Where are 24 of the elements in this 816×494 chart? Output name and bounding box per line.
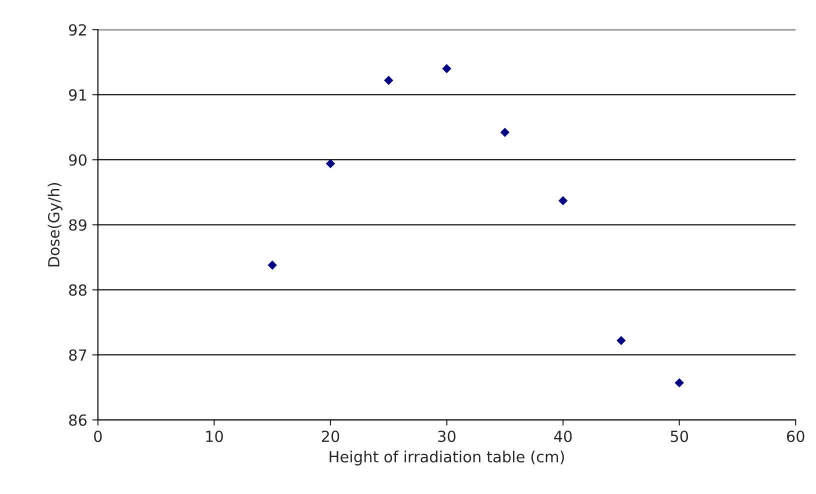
point <box>616 336 626 346</box>
point <box>558 196 568 206</box>
y-tick-label: 90 <box>69 154 86 166</box>
x-tick-label: 10 <box>206 430 223 442</box>
y-tick-label: 91 <box>69 89 86 101</box>
y-axis-title: Dose(Gy/h) <box>48 183 63 266</box>
x-tick-label: 0 <box>94 430 102 442</box>
y-tick-label: 92 <box>69 24 86 36</box>
x-tick-label: 50 <box>670 430 688 442</box>
point <box>500 128 510 138</box>
point <box>442 64 452 74</box>
point <box>384 76 394 85</box>
x-axis-title: Height of irradiation table (cm) <box>330 450 564 466</box>
y-tick-label: 86 <box>69 414 87 426</box>
y-tick-label: 87 <box>69 349 86 361</box>
point <box>268 260 277 270</box>
x-tick-label: 40 <box>554 430 572 442</box>
y-tick-label: 89 <box>69 219 86 231</box>
point <box>326 159 336 168</box>
x-tick-label: 20 <box>322 430 340 442</box>
y-tick-label: 88 <box>69 284 86 296</box>
point <box>674 378 684 388</box>
x-tick-label: 30 <box>438 430 456 442</box>
x-tick-label: 60 <box>786 430 804 442</box>
